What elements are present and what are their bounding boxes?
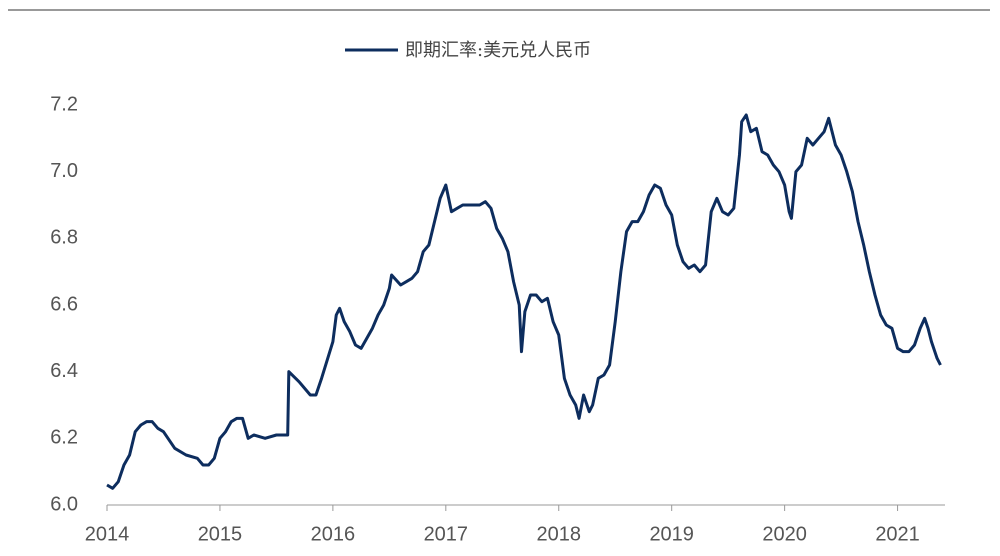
legend-label: 即期汇率:美元兑人民币: [405, 40, 591, 61]
x-tick-label: 2017: [424, 523, 469, 545]
x-tick-label: 2021: [875, 523, 920, 545]
y-tick-label: 6.0: [50, 493, 78, 515]
y-tick-label: 7.0: [50, 160, 78, 182]
line-series: [106, 113, 942, 490]
legend: 即期汇率:美元兑人民币: [345, 40, 591, 61]
y-tick-label: 6.4: [50, 360, 78, 382]
y-tick-label: 6.6: [50, 293, 78, 315]
x-tick-label: 2018: [537, 523, 582, 545]
y-tick-label: 6.2: [50, 427, 78, 449]
x-tick-label: 2019: [649, 523, 694, 545]
x-tick-label: 2015: [198, 523, 243, 545]
x-tick-label: 2016: [311, 523, 356, 545]
x-tick-label: 2014: [85, 523, 130, 545]
x-tick-label: 2020: [762, 523, 807, 545]
y-tick-label: 7.2: [50, 93, 78, 115]
y-tick-label: 6.8: [50, 227, 78, 249]
